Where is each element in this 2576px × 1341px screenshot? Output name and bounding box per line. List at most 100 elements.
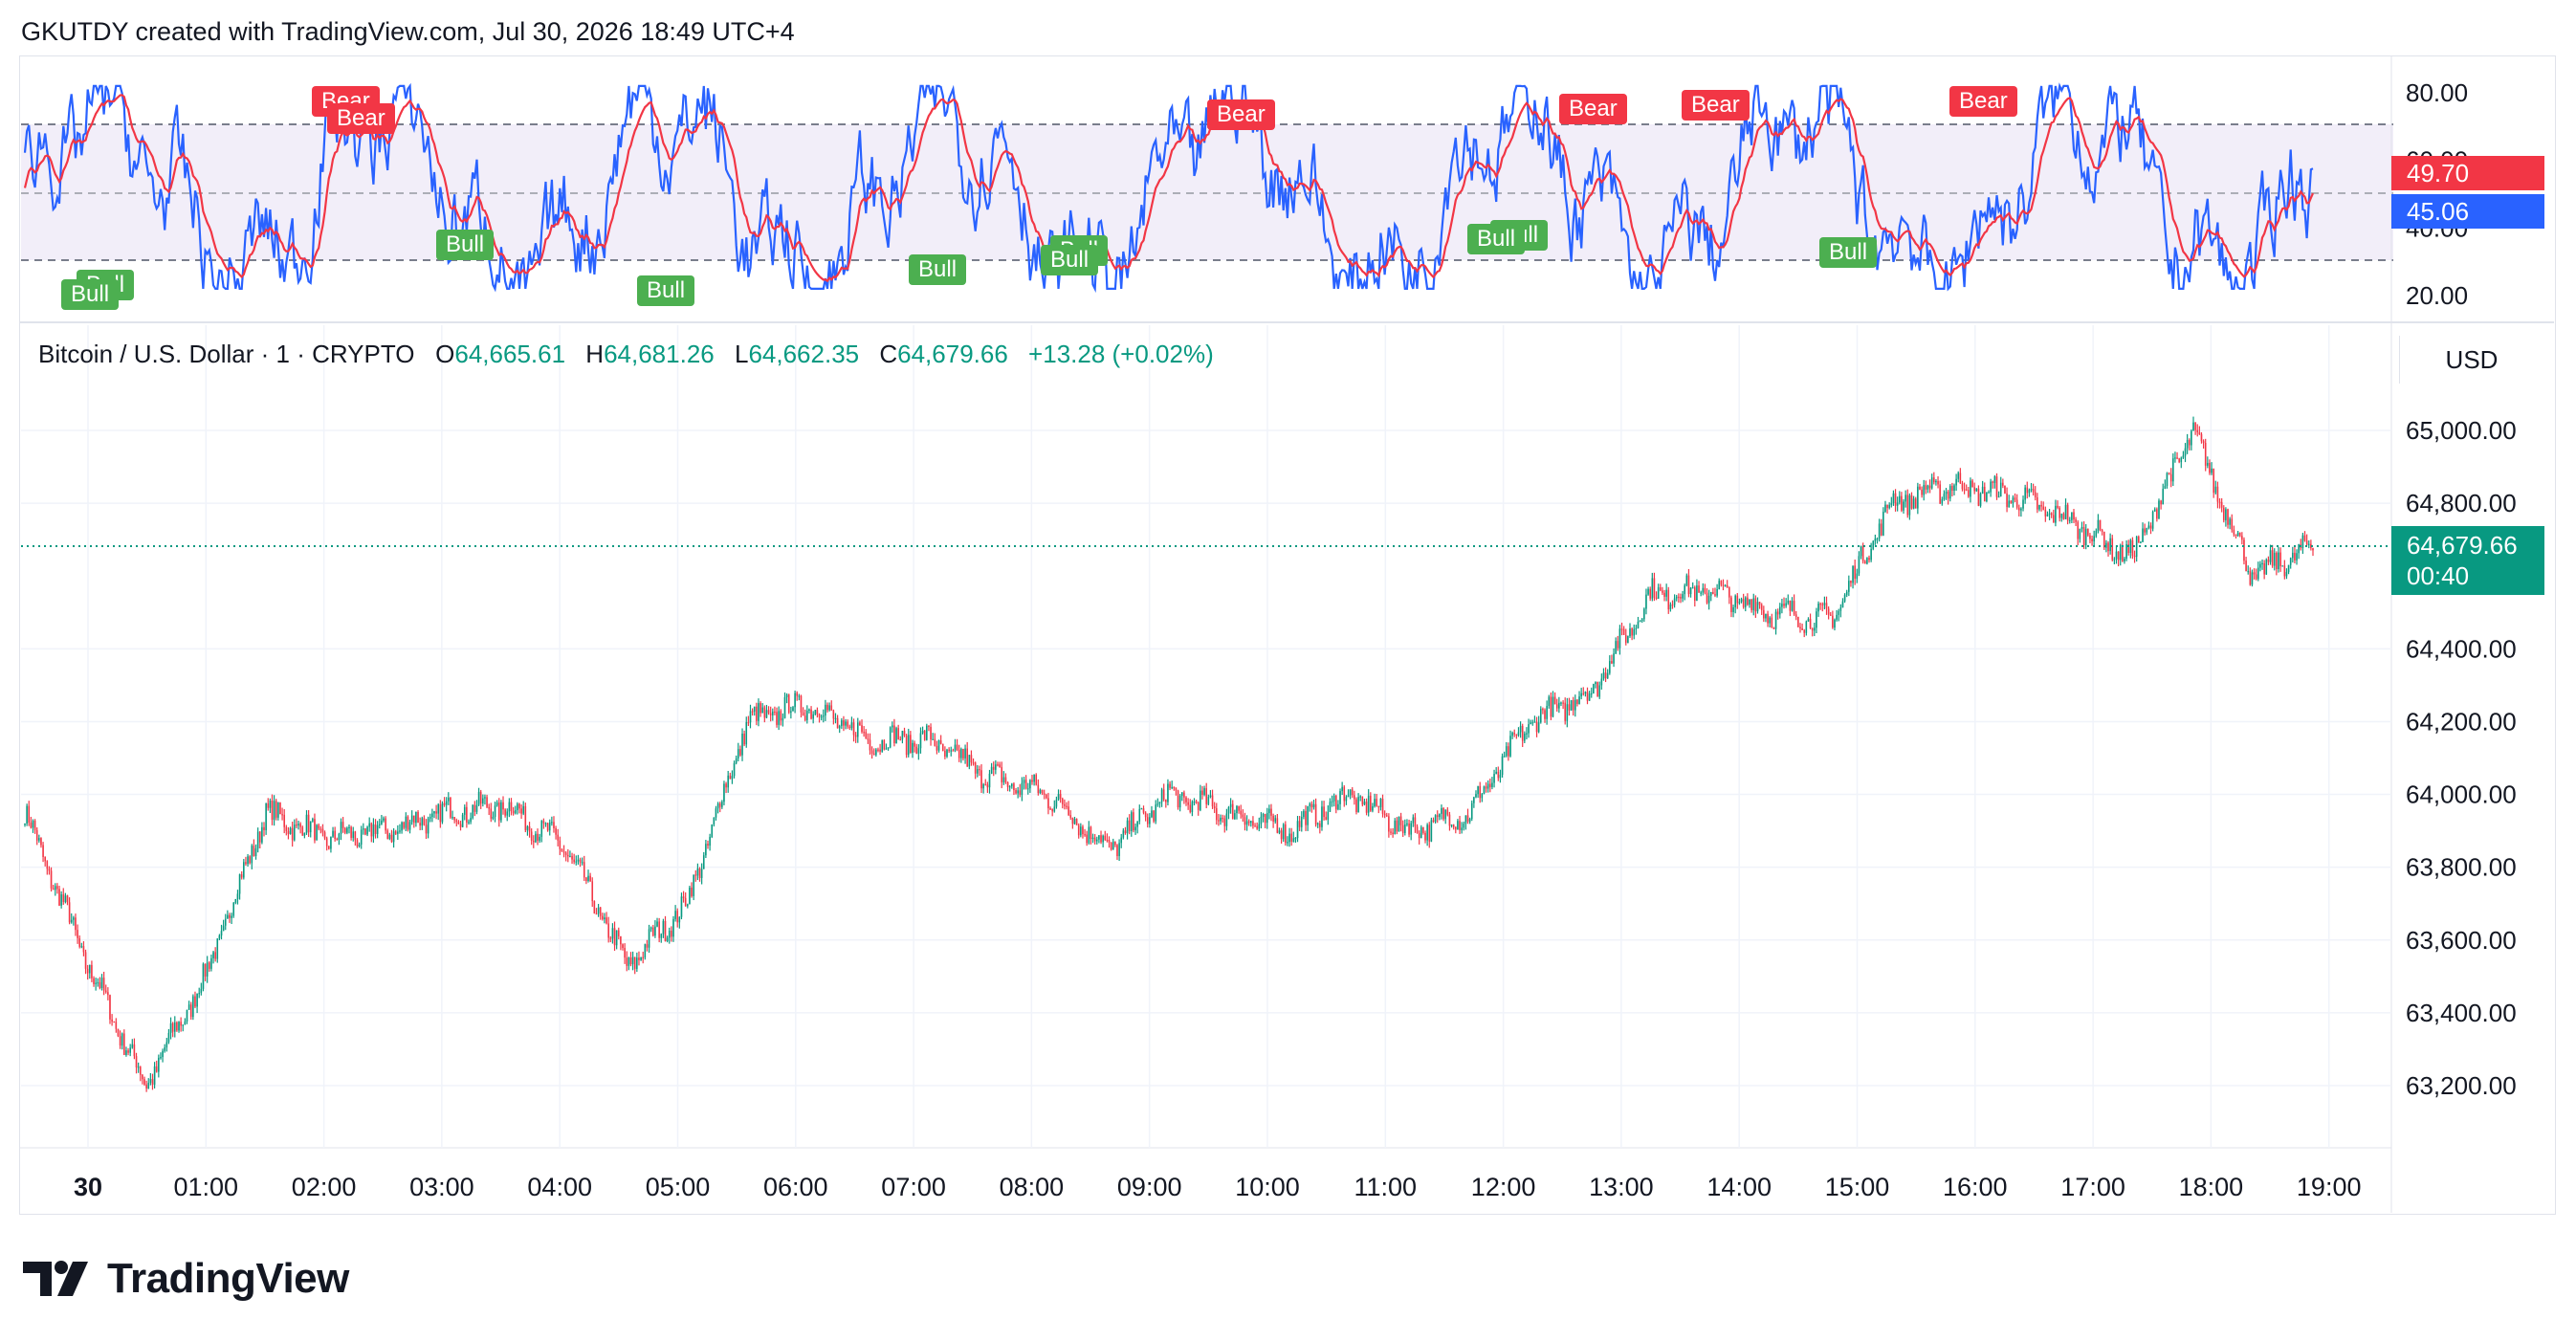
price-tick-label: 63,200.00 bbox=[2406, 1071, 2517, 1100]
candle-body bbox=[287, 830, 290, 834]
candle-body bbox=[445, 801, 448, 805]
candle-body bbox=[401, 822, 403, 831]
candle-body bbox=[713, 817, 716, 824]
candle-body bbox=[769, 713, 772, 715]
candle-body bbox=[2207, 462, 2209, 466]
candle-body bbox=[1112, 841, 1114, 850]
candle-body bbox=[1738, 602, 1741, 604]
candle-body bbox=[293, 824, 296, 841]
candle-body bbox=[2186, 439, 2189, 449]
candle-body bbox=[2202, 441, 2205, 443]
candle-body bbox=[1562, 702, 1564, 704]
candle-body bbox=[443, 802, 446, 805]
candle-body bbox=[1769, 617, 1771, 624]
candle-body bbox=[879, 749, 881, 752]
candle-body bbox=[2082, 527, 2085, 546]
candle-body bbox=[2257, 567, 2259, 580]
candle-body bbox=[2287, 564, 2290, 572]
candle-body bbox=[510, 802, 513, 811]
candle-body bbox=[1712, 591, 1714, 595]
candle-body bbox=[2073, 512, 2075, 520]
candle-body bbox=[1357, 797, 1359, 813]
candle-body bbox=[1912, 498, 1915, 509]
candle-body bbox=[2214, 486, 2217, 494]
candle-body bbox=[2022, 499, 2024, 509]
candle-body bbox=[249, 856, 251, 864]
candle-body bbox=[2220, 501, 2223, 508]
candle-body bbox=[301, 826, 304, 836]
bear-signal: Bear bbox=[1949, 86, 2017, 117]
tradingview-logo[interactable]: TradingView bbox=[23, 1255, 349, 1303]
candle-body bbox=[495, 802, 498, 806]
candle-body bbox=[1832, 615, 1834, 628]
candle-body bbox=[2002, 482, 2004, 486]
candle-body bbox=[1491, 782, 1493, 787]
candle-body bbox=[729, 775, 732, 780]
candle-body bbox=[1531, 722, 1534, 724]
candle-body bbox=[210, 957, 212, 969]
candle-body bbox=[2142, 528, 2144, 542]
candle-body bbox=[528, 825, 531, 832]
time-tick-label: 07:00 bbox=[881, 1173, 946, 1201]
candle-body bbox=[1576, 699, 1578, 704]
candle-body bbox=[1511, 733, 1513, 736]
candle-body bbox=[599, 907, 602, 916]
candle-body bbox=[1155, 804, 1157, 822]
candle-body bbox=[1422, 826, 1424, 833]
signal-line bbox=[23, 94, 2315, 283]
candle-body bbox=[1245, 821, 1248, 825]
candle-body bbox=[826, 704, 828, 711]
candle-body bbox=[520, 808, 522, 814]
candle-body bbox=[887, 747, 890, 749]
price-tick-label: 63,600.00 bbox=[2406, 926, 2517, 955]
candle-body bbox=[1657, 587, 1660, 599]
candle-body bbox=[583, 862, 585, 878]
candle-body bbox=[1552, 696, 1554, 717]
candle-body bbox=[1011, 783, 1013, 787]
candle-body bbox=[1615, 641, 1617, 654]
candle-body bbox=[1953, 485, 1955, 492]
candle-body bbox=[1791, 601, 1794, 611]
candle-body bbox=[1106, 839, 1109, 842]
bull-signal: Bull bbox=[1819, 237, 1878, 268]
candle-body bbox=[147, 1082, 150, 1089]
candle-body bbox=[2305, 540, 2308, 545]
candle-body bbox=[604, 917, 605, 920]
candle-body bbox=[941, 743, 944, 751]
candle-body bbox=[1270, 808, 1272, 816]
time-tick-label: 02:00 bbox=[292, 1173, 357, 1201]
candle-body bbox=[1084, 834, 1086, 836]
candle-body bbox=[2099, 519, 2102, 531]
candle-body bbox=[1941, 499, 1944, 504]
candle-body bbox=[405, 816, 407, 828]
candle-body bbox=[854, 735, 857, 737]
candle-body bbox=[812, 714, 814, 719]
candle-body bbox=[408, 822, 411, 830]
candle-body bbox=[184, 1021, 187, 1025]
candle-body bbox=[417, 811, 419, 824]
currency-button[interactable]: USD bbox=[2399, 336, 2543, 384]
candle-body bbox=[741, 734, 743, 756]
candle-body bbox=[1227, 806, 1230, 814]
candle-body bbox=[1175, 787, 1178, 791]
candle-body bbox=[2024, 487, 2026, 500]
candle-body bbox=[38, 838, 40, 841]
candle-body bbox=[2168, 473, 2170, 474]
close-value: 64,679.66 bbox=[897, 340, 1008, 368]
candle-body bbox=[1993, 476, 1996, 483]
candle-body bbox=[109, 995, 111, 1020]
candle-body bbox=[1225, 813, 1228, 826]
candle-body bbox=[2113, 559, 2116, 561]
candle-body bbox=[251, 846, 253, 864]
candle-body bbox=[1256, 825, 1258, 829]
symbol-label[interactable]: Bitcoin / U.S. Dollar · 1 · CRYPTO bbox=[38, 340, 415, 368]
candle-body bbox=[2285, 571, 2288, 577]
candle-body bbox=[1868, 558, 1870, 561]
candle-body bbox=[1376, 799, 1377, 806]
candle-body bbox=[77, 930, 78, 938]
price-tick-label: 64,200.00 bbox=[2406, 707, 2517, 736]
candle-body bbox=[370, 823, 373, 837]
candle-body bbox=[374, 824, 377, 834]
candle-body bbox=[84, 952, 87, 969]
